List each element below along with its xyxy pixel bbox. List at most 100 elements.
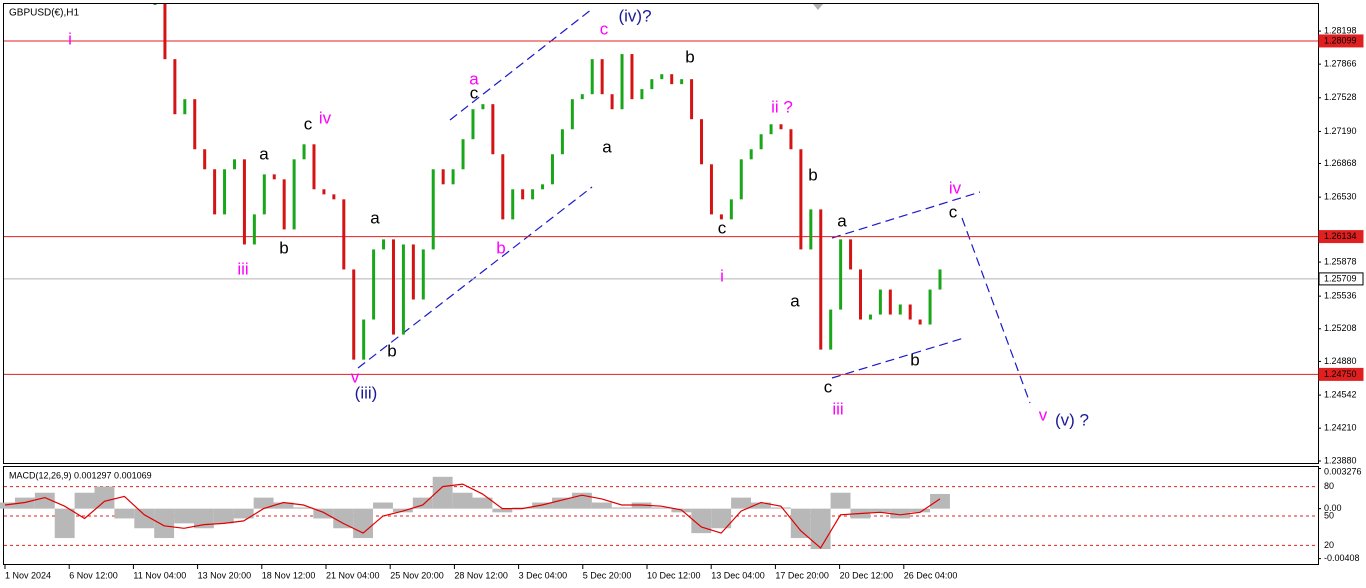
price-candle <box>391 239 395 335</box>
wave-label: a <box>259 144 269 163</box>
macd-bar <box>910 508 931 513</box>
x-tick-label: 17 Dec 20:00 <box>775 570 829 580</box>
macd-bar <box>432 476 453 509</box>
x-tick-label: 1 Nov 2024 <box>5 570 51 580</box>
price-candle <box>580 94 584 100</box>
macd-bar <box>591 502 612 509</box>
macd-bar <box>890 508 911 519</box>
price-candle <box>809 209 813 250</box>
macd-bar <box>552 497 572 509</box>
price-candle <box>441 169 445 185</box>
price-candle <box>382 239 386 250</box>
price-panel <box>3 3 1319 464</box>
price-candle <box>570 99 574 130</box>
price-candle <box>600 59 604 95</box>
price-label: 1.25709 <box>1324 273 1357 283</box>
wave-label: v <box>1039 405 1048 424</box>
macd-bar <box>273 502 294 509</box>
wave-label: v <box>351 367 360 386</box>
wave-label: b <box>685 47 694 66</box>
price-candle <box>660 74 664 80</box>
price-candle <box>819 209 823 350</box>
price-candle <box>173 59 177 115</box>
price-candle <box>521 189 525 200</box>
price-label-box <box>1318 272 1364 286</box>
price-candle <box>213 169 217 215</box>
price-candle <box>849 239 853 270</box>
price-candle <box>362 319 366 360</box>
price-candle <box>531 189 535 200</box>
price-candle <box>550 154 554 185</box>
price-candle <box>839 239 843 310</box>
price-candle <box>829 309 833 350</box>
macd-bar <box>114 508 135 519</box>
y-tick-label: 0.003276 <box>1324 466 1362 476</box>
wave-label: c <box>470 83 479 102</box>
macd-title: MACD(12,26,9) 0.001297 0.001069 <box>9 470 152 480</box>
macd-bar <box>810 508 831 550</box>
y-tick-label: 0.00 <box>1324 503 1342 513</box>
price-candle <box>352 269 356 360</box>
macd-bar <box>253 497 274 509</box>
price-candle <box>908 304 912 320</box>
price-candle <box>739 159 743 200</box>
macd-bar <box>830 492 851 509</box>
price-candle <box>759 134 763 150</box>
price-candle <box>878 289 882 315</box>
macd-bar <box>373 502 393 509</box>
price-candle <box>928 289 932 325</box>
price-candle <box>312 144 316 190</box>
price-candle <box>511 189 515 220</box>
price-candle <box>749 149 753 160</box>
wave-label: i <box>720 266 724 285</box>
price-label-box <box>1318 367 1364 381</box>
price-candle <box>481 104 485 110</box>
wave-label: iii <box>832 399 843 418</box>
trend-line <box>831 337 965 379</box>
x-tick-label: 13 Dec 04:00 <box>711 570 765 580</box>
wave-label: (iv)? <box>618 6 651 25</box>
price-candle <box>322 189 326 195</box>
x-tick-label: 21 Nov 04:00 <box>326 570 380 580</box>
price-candle <box>451 169 455 185</box>
price-candle <box>868 314 872 320</box>
price-candle <box>729 199 733 220</box>
price-candle <box>153 4 157 5</box>
wave-label: ii ? <box>771 97 793 116</box>
y-tick-label: 1.27190 <box>1324 126 1357 136</box>
price-candle <box>372 249 376 320</box>
price-candle <box>670 74 674 85</box>
price-candle <box>709 164 713 215</box>
macd-bar <box>54 508 75 539</box>
price-candle <box>541 184 545 190</box>
y-tick-label: 1.23880 <box>1324 455 1357 465</box>
wave-label: i <box>68 29 72 48</box>
x-tick-label: 18 Nov 12:00 <box>262 570 316 580</box>
macd-bar <box>751 502 771 509</box>
price-candle <box>332 194 336 200</box>
macd-bar <box>313 508 334 519</box>
macd-bar <box>412 497 433 509</box>
macd-bar <box>492 508 513 513</box>
macd-bar <box>174 508 194 524</box>
price-candle <box>779 124 783 130</box>
price-candle <box>620 54 624 110</box>
price-candle <box>501 154 505 220</box>
price-candle <box>461 139 465 170</box>
price-candle <box>163 4 167 60</box>
price-candle <box>769 124 773 135</box>
x-tick-label: 11 Nov 04:00 <box>133 570 186 580</box>
y-tick-label: 1.28198 <box>1324 25 1357 35</box>
wave-label: c <box>718 218 727 237</box>
shift-marker <box>813 4 823 10</box>
wave-label: iv <box>949 178 962 197</box>
y-tick-label: 1.24880 <box>1324 356 1357 366</box>
wave-label: (iii) <box>355 383 378 402</box>
level-label: 50 <box>1324 510 1334 520</box>
x-tick-label: 10 Dec 12:00 <box>647 570 701 580</box>
price-candle <box>421 249 425 300</box>
macd-bar <box>94 486 115 509</box>
y-tick-label: 1.24542 <box>1324 389 1357 399</box>
macd-bar <box>711 508 732 529</box>
